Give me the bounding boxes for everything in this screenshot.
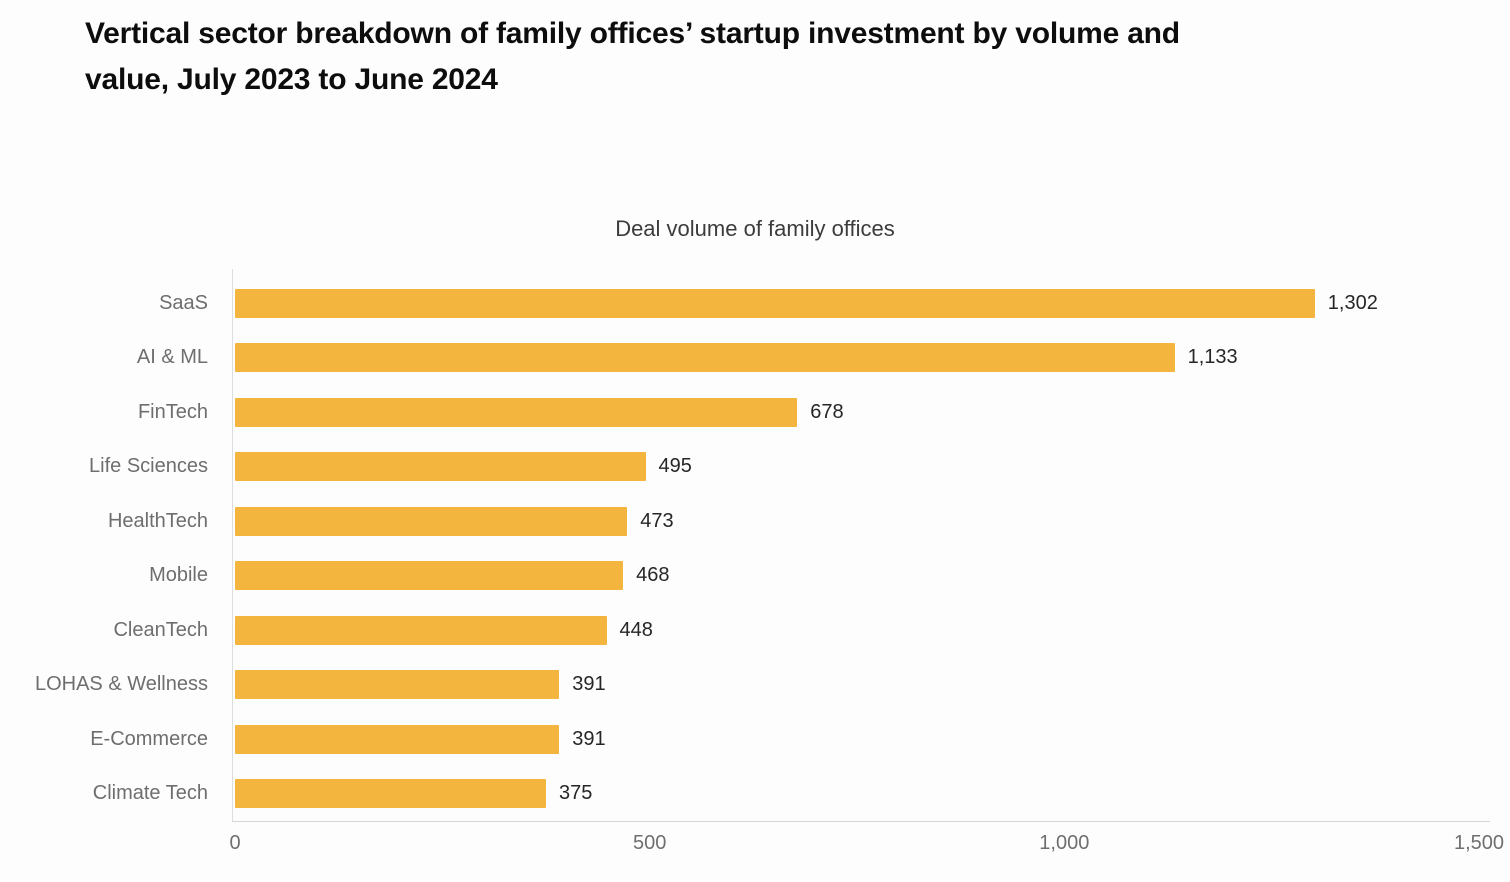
x-tick-label: 0 xyxy=(229,832,241,854)
bar xyxy=(235,670,560,700)
category-label: HealthTech xyxy=(107,509,208,532)
bar-track: 678 xyxy=(235,397,1479,427)
bar xyxy=(235,779,546,809)
value-label: 678 xyxy=(810,400,844,423)
bar-track: 495 xyxy=(235,452,1479,482)
bar-track: 473 xyxy=(235,506,1479,536)
bar-row: CleanTech 448 xyxy=(0,603,1510,658)
bar xyxy=(235,288,1315,318)
value-label: 391 xyxy=(572,727,606,750)
bar xyxy=(235,506,628,536)
value-label: 375 xyxy=(559,782,593,805)
category-label: AI & ML xyxy=(136,346,208,369)
category-label: FinTech xyxy=(137,400,208,423)
bar-track: 448 xyxy=(235,615,1479,645)
bar xyxy=(235,724,560,754)
bar xyxy=(235,452,646,482)
bar-row: Mobile 468 xyxy=(0,549,1510,604)
x-tick-label: 1,000 xyxy=(1039,832,1090,854)
category-label: LOHAS & Wellness xyxy=(34,673,208,696)
value-label: 473 xyxy=(640,509,674,532)
bar xyxy=(235,343,1175,373)
value-label: 448 xyxy=(619,618,653,641)
bar-track: 391 xyxy=(235,670,1479,700)
x-tick-label: 500 xyxy=(632,832,667,854)
bar-row: FinTech 678 xyxy=(0,385,1510,440)
value-label: 391 xyxy=(572,673,606,696)
category-label: SaaS xyxy=(159,291,208,314)
value-label: 1,302 xyxy=(1327,291,1378,314)
bar-track: 468 xyxy=(235,561,1479,591)
bar xyxy=(235,561,624,591)
bar-row: HealthTech 473 xyxy=(0,494,1510,549)
category-label: Climate Tech xyxy=(92,782,208,805)
bar-row: AI & ML 1,133 xyxy=(0,331,1510,386)
bar-track: 1,302 xyxy=(235,288,1479,318)
bar xyxy=(235,397,798,427)
bar-row: LOHAS & Wellness 391 xyxy=(0,658,1510,713)
x-axis: 0 500 1,000 1,500 xyxy=(229,832,1504,862)
bar-row: Climate Tech 375 xyxy=(0,767,1510,822)
category-label: E-Commerce xyxy=(90,727,208,750)
chart-title: Deal volume of family offices xyxy=(615,216,895,241)
value-label: 1,133 xyxy=(1187,346,1238,369)
y-axis-line xyxy=(232,269,233,821)
value-label: 468 xyxy=(636,564,670,587)
bar xyxy=(235,615,607,645)
category-label: CleanTech xyxy=(113,618,208,641)
category-label: Mobile xyxy=(149,564,208,587)
deal-volume-bar-chart: SaaS 1,302 AI & ML 1,133 FinTech 678 L xyxy=(0,269,1510,882)
value-label: 495 xyxy=(658,455,692,478)
page-title-line2: value, July 2023 to June 2024 xyxy=(85,63,498,96)
bar-row: E-Commerce 391 xyxy=(0,712,1510,767)
x-tick-label: 1,500 xyxy=(1453,832,1505,854)
page-title: Vertical sector breakdown of family offi… xyxy=(85,11,1180,103)
bar-track: 375 xyxy=(235,779,1479,809)
category-label: Life Sciences xyxy=(89,455,208,478)
bar-track: 1,133 xyxy=(235,343,1479,373)
x-axis-line xyxy=(232,821,1490,822)
page-title-line1: Vertical sector breakdown of family offi… xyxy=(85,17,1180,50)
bar-row: Life Sciences 495 xyxy=(0,440,1510,495)
plot-area: SaaS 1,302 AI & ML 1,133 FinTech 678 L xyxy=(0,276,1510,821)
bar-row: SaaS 1,302 xyxy=(0,276,1510,331)
bar-track: 391 xyxy=(235,724,1479,754)
